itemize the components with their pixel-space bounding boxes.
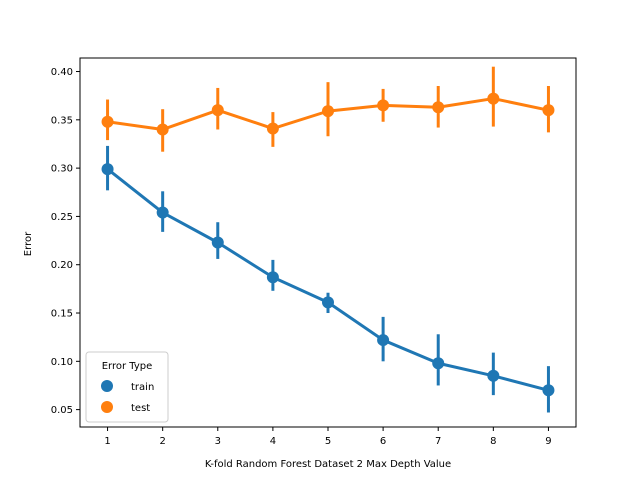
y-tick-label: 0.35 (51, 115, 73, 126)
data-point-test (211, 104, 224, 117)
plot-area (79, 57, 577, 428)
data-point-train (377, 334, 390, 347)
y-tick-label: 0.05 (51, 405, 73, 416)
x-tick-label: 3 (215, 436, 221, 447)
legend: Error Type train test (85, 351, 169, 423)
data-point-test (432, 101, 445, 114)
data-point-train (156, 206, 169, 219)
x-tick-label: 5 (325, 436, 331, 447)
series-test (101, 66, 555, 152)
data-point-train (322, 296, 334, 309)
x-tick-label: 2 (159, 436, 165, 447)
y-tick-label: 0.40 (51, 67, 73, 78)
legend-marker-test (101, 401, 113, 413)
y-tick-label: 0.15 (51, 309, 73, 320)
x-tick-label: 6 (380, 436, 386, 447)
legend-label-train: train (131, 382, 154, 393)
data-point-train (487, 369, 500, 382)
y-tick-label: 0.30 (51, 164, 73, 175)
legend-title: Error Type (102, 361, 153, 372)
y-axis: 0.05 0.10 0.15 0.20 0.25 0.30 0.35 0.40 (51, 67, 80, 416)
data-point-test (101, 115, 114, 128)
x-tick-label: 9 (545, 436, 551, 447)
data-point-test (487, 92, 500, 105)
x-tick-label: 4 (270, 436, 276, 447)
x-axis-label: K-fold Random Forest Dataset 2 Max Depth… (205, 459, 451, 470)
x-axis: 1 2 3 4 5 6 7 8 9 (104, 427, 552, 447)
legend-marker-train (101, 380, 113, 392)
x-tick-label: 8 (490, 436, 496, 447)
data-point-train (266, 271, 279, 284)
y-tick-label: 0.20 (51, 260, 73, 271)
data-point-test (377, 99, 390, 112)
series-train (101, 145, 555, 413)
y-tick-label: 0.25 (51, 212, 73, 223)
y-tick-label: 0.10 (51, 357, 73, 368)
data-point-train (211, 236, 224, 249)
y-axis-label: Error (23, 231, 34, 256)
data-point-test (156, 123, 169, 136)
x-tick-label: 7 (435, 436, 441, 447)
data-point-test (266, 122, 279, 135)
data-point-train (432, 357, 445, 370)
data-point-test (542, 104, 555, 117)
legend-label-test: test (131, 403, 150, 414)
data-point-train (101, 163, 114, 176)
x-tick-label: 1 (104, 436, 110, 447)
data-point-test (322, 105, 334, 118)
data-point-train (542, 384, 555, 397)
